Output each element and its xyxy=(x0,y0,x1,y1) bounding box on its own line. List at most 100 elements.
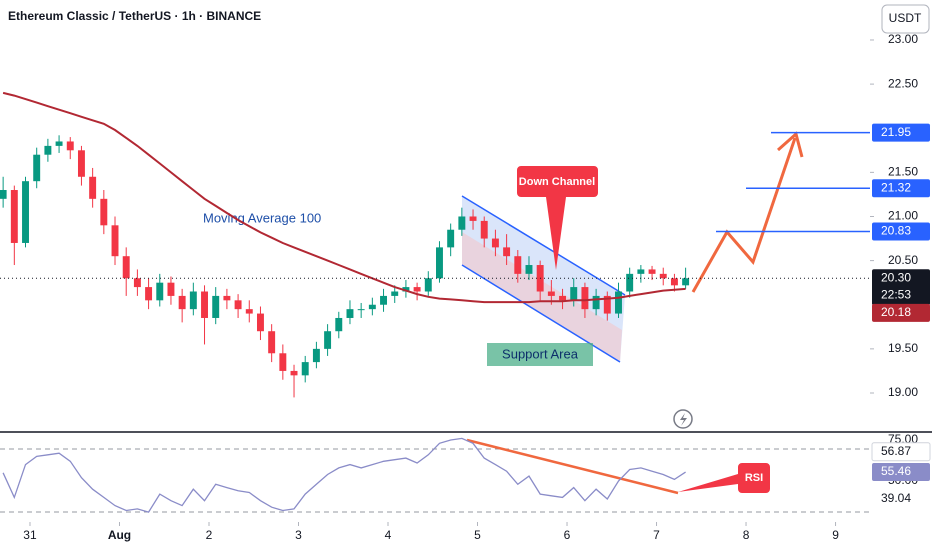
candle-body xyxy=(637,269,645,274)
candle-body xyxy=(682,278,690,286)
rsi-label: 56.87 xyxy=(881,444,911,458)
candle-body xyxy=(368,304,376,310)
candle-body xyxy=(525,265,533,274)
candle-body xyxy=(234,300,242,310)
candle-body xyxy=(290,370,298,376)
x-tick-label: 5 xyxy=(474,528,481,542)
ma-line xyxy=(2,91,686,304)
candle-body xyxy=(55,141,63,146)
icon xyxy=(680,413,687,426)
candle-body xyxy=(424,278,432,292)
candle-body xyxy=(346,309,354,318)
countdown: 22:53 xyxy=(881,287,911,301)
x-tick-label: 9 xyxy=(832,528,839,542)
rsi-line xyxy=(2,437,686,513)
x-tick-label: 2 xyxy=(206,528,213,542)
ma-label-box xyxy=(872,303,930,322)
overlay: Moving Average 100 Down Channel Support … xyxy=(0,4,932,513)
candle-body xyxy=(603,295,611,314)
candle-body xyxy=(301,362,309,376)
support-box xyxy=(487,343,593,366)
candle-body xyxy=(581,287,589,310)
candle-body xyxy=(626,273,634,292)
candle-body xyxy=(122,256,130,279)
candle-body xyxy=(133,278,141,288)
candle-body xyxy=(268,331,276,354)
last-price-label: 20.30 xyxy=(881,270,911,284)
annotation: Support Area xyxy=(502,346,579,361)
y-tick-label: 22.50 xyxy=(888,76,918,90)
rsi-trendline xyxy=(466,438,679,495)
level-label-box xyxy=(872,222,930,241)
candle-body xyxy=(659,273,667,279)
candle-body xyxy=(178,295,186,310)
x-tick-label: 7 xyxy=(653,528,660,542)
channel-line xyxy=(461,195,626,296)
level-label: 21.32 xyxy=(881,180,911,194)
candle-body xyxy=(357,309,365,311)
icon xyxy=(673,409,693,429)
candle-body xyxy=(66,141,74,151)
y-tick-label: 21.00 xyxy=(888,209,918,223)
candle-body xyxy=(491,238,499,248)
candle-body xyxy=(89,176,97,199)
y-tick-label: 19.00 xyxy=(888,385,918,399)
candle-body xyxy=(480,220,488,239)
y-tick-label: 20.50 xyxy=(888,253,918,267)
chart-title: Ethereum Classic / TetherUS · 1h · BINAN… xyxy=(8,9,261,23)
candles xyxy=(0,135,690,398)
rsi-label: 39.04 xyxy=(881,491,911,505)
candle-body xyxy=(10,190,18,243)
candle-body xyxy=(391,291,399,296)
currency-box xyxy=(881,4,930,34)
candle-body xyxy=(559,295,567,301)
candle-body xyxy=(413,287,421,292)
candle-body xyxy=(256,313,264,332)
level-label-box xyxy=(872,123,930,142)
candle-body xyxy=(570,287,578,301)
candle-body xyxy=(145,287,153,301)
channel-line xyxy=(461,264,621,363)
candle-body xyxy=(189,291,197,310)
candle-body xyxy=(0,190,7,199)
candle-body xyxy=(100,198,108,226)
currency: USDT xyxy=(889,11,922,25)
forecast-path xyxy=(691,137,797,293)
candle-body xyxy=(458,216,466,230)
candle-body xyxy=(223,295,231,301)
candle-body xyxy=(167,282,175,296)
ma-annotation: Moving Average 100 xyxy=(203,210,321,225)
x-tick-label: 8 xyxy=(743,528,750,542)
candle-body xyxy=(615,291,622,314)
x-tick-label: 31 xyxy=(23,528,37,542)
rsi-label: 55.46 xyxy=(881,464,911,478)
level-label: 21.95 xyxy=(881,125,911,139)
candle-body xyxy=(592,295,600,310)
last-price-box xyxy=(872,269,930,306)
annotation: Down Channel xyxy=(519,176,595,188)
rsi-label-box xyxy=(871,442,931,462)
candle-body xyxy=(335,317,343,332)
callout xyxy=(517,166,598,270)
candle-body xyxy=(324,331,332,349)
candle-body xyxy=(447,229,455,248)
candle-body xyxy=(380,295,388,305)
candle-body xyxy=(279,353,287,371)
candle-body xyxy=(245,309,253,314)
candle-body xyxy=(111,225,119,257)
candle-body xyxy=(648,269,656,274)
rsi-label-box xyxy=(872,463,930,482)
candle-body xyxy=(212,295,220,318)
candle-body xyxy=(77,150,85,177)
level-label: 20.83 xyxy=(881,224,911,238)
x-tick-label: 3 xyxy=(295,528,302,542)
y-tick-label: 23.00 xyxy=(888,32,918,46)
x-tick-label: Aug xyxy=(108,528,131,542)
ma-label: 20.18 xyxy=(881,305,911,319)
candle-body xyxy=(33,154,41,182)
y-tick-label: 21.50 xyxy=(888,165,918,179)
channel-fill-lower xyxy=(462,232,622,362)
x-tick-label: 4 xyxy=(385,528,392,542)
